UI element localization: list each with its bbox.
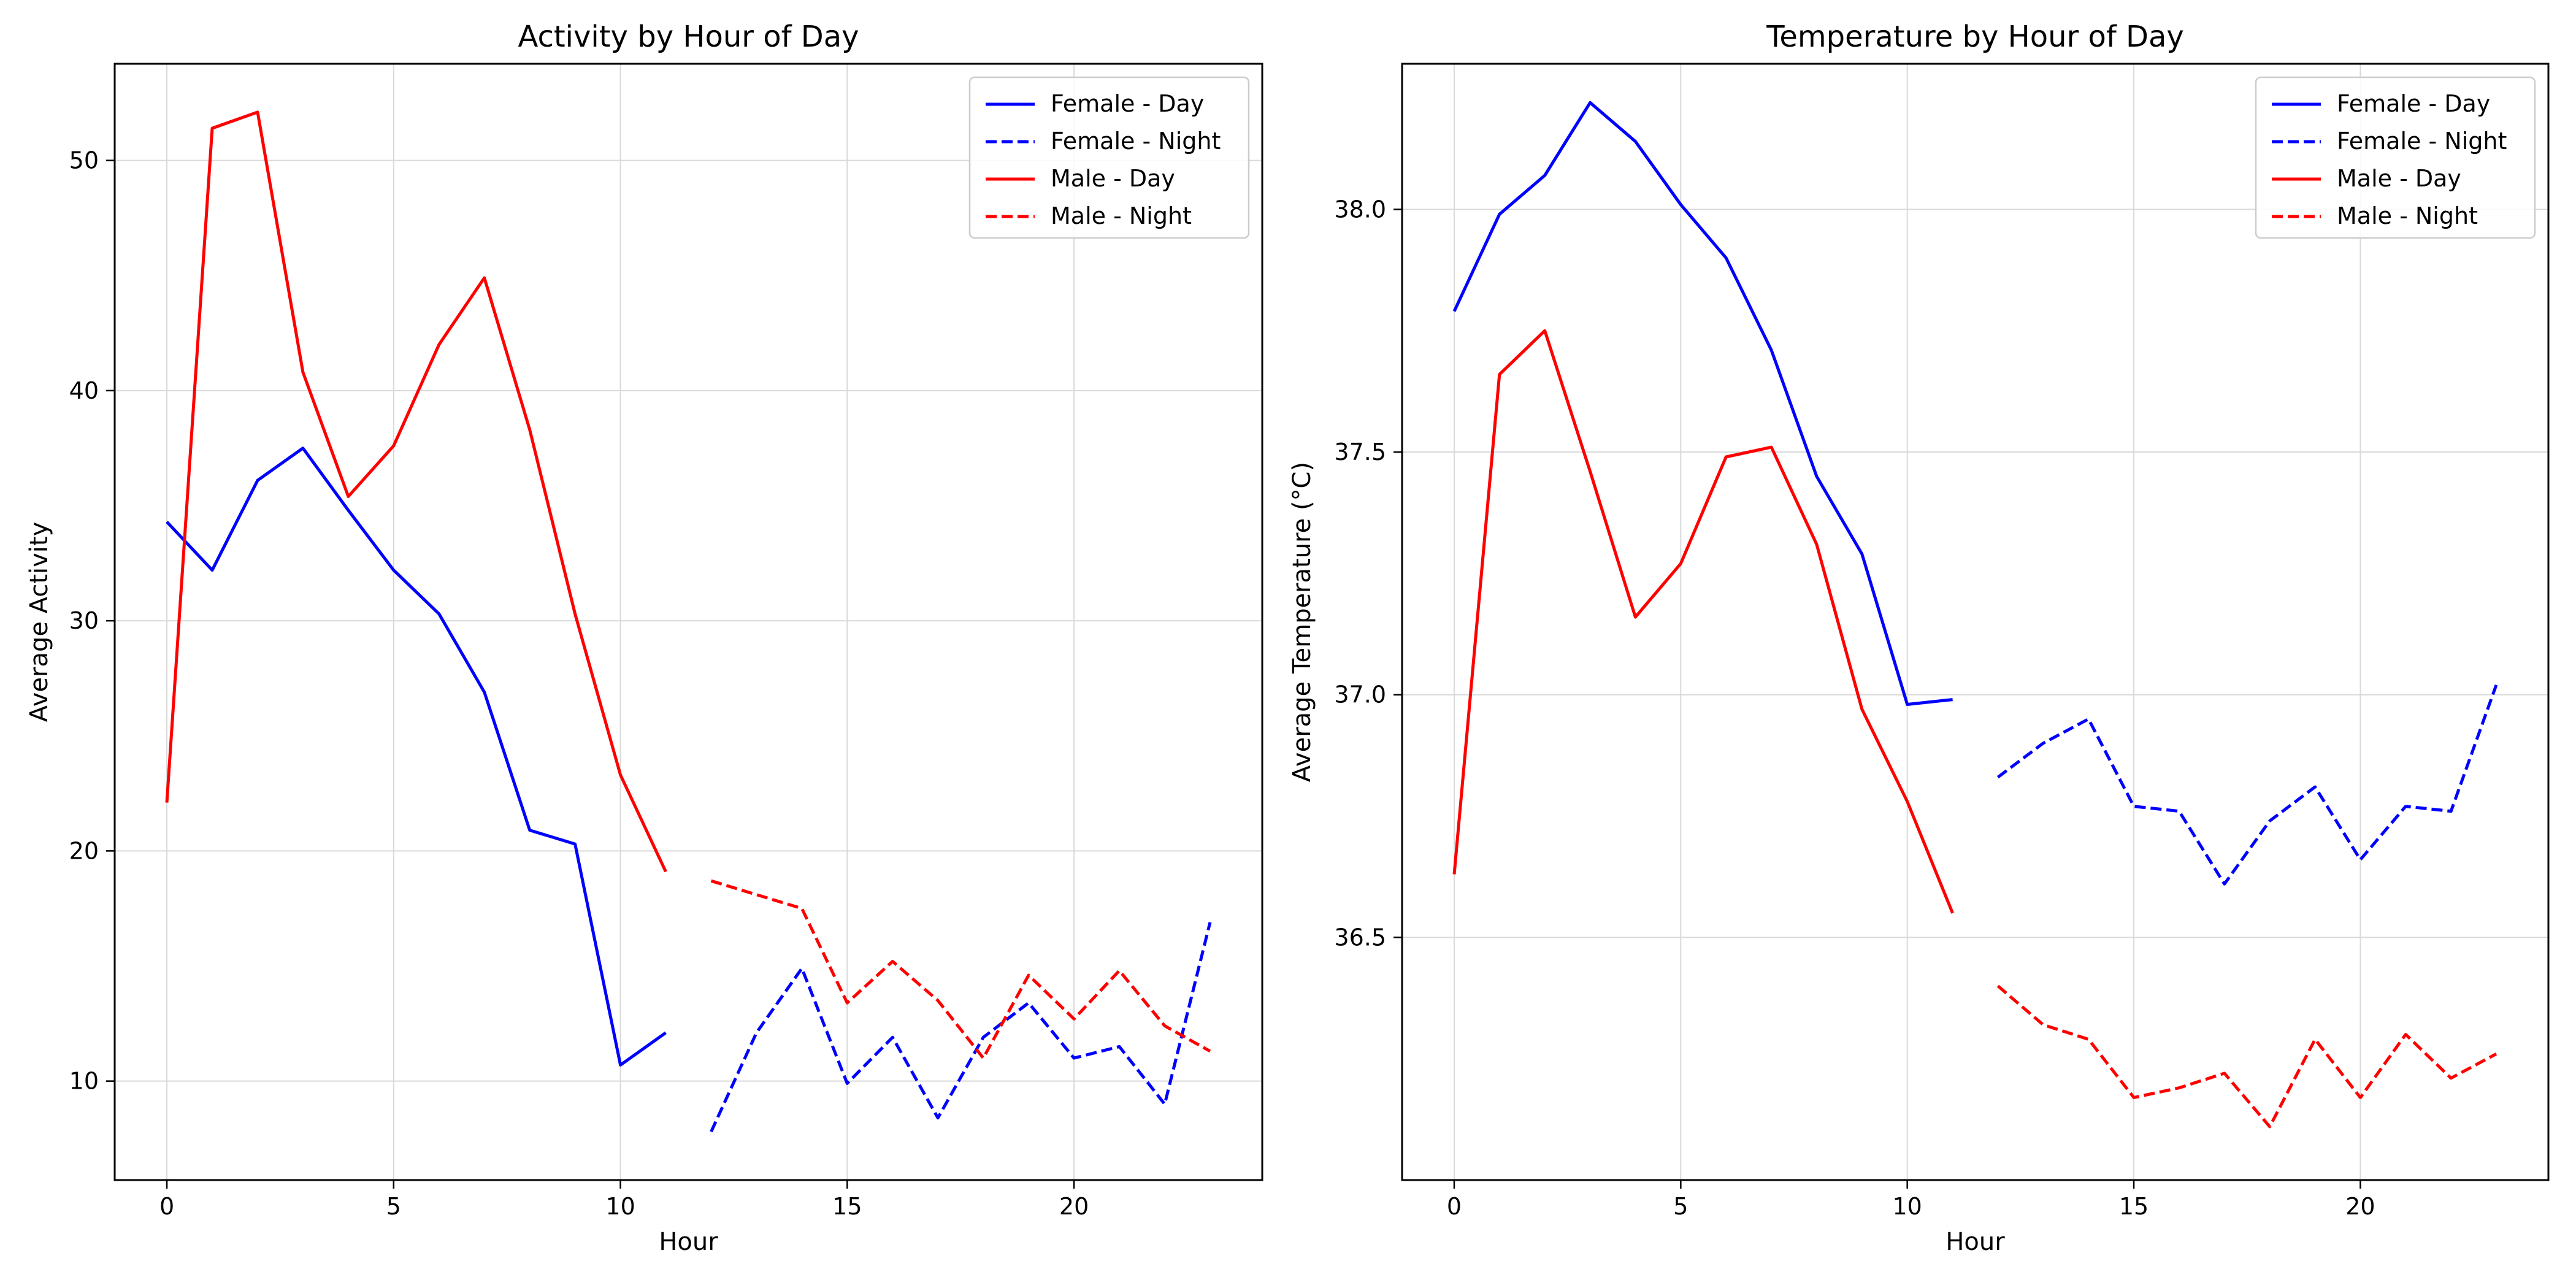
- x-tick-label: 0: [159, 1193, 174, 1220]
- legend-box: [2255, 76, 2536, 239]
- series-line-male-night: [710, 879, 1211, 1060]
- y-tick-label: 40: [69, 377, 99, 404]
- y-tick-label: 20: [69, 837, 99, 864]
- x-tick-label: 10: [1893, 1193, 1922, 1220]
- x-tick-label: 5: [386, 1193, 401, 1220]
- chart-title: Temperature by Hour of Day: [1766, 20, 2184, 54]
- y-tick-label: 37.0: [1334, 681, 1386, 708]
- y-tick-label: 38.0: [1334, 196, 1386, 223]
- axes-frame: [1401, 63, 2550, 1181]
- x-tick-label: 5: [1673, 1193, 1688, 1220]
- legend-label-male-day: Male - Day: [1051, 165, 1175, 192]
- legend-label-female-night: Female - Night: [1051, 128, 1221, 155]
- y-tick-label: 36.5: [1334, 924, 1386, 951]
- series-line-male-day: [1452, 329, 1954, 914]
- x-tick-label: 10: [605, 1193, 635, 1220]
- legend-label-female-night: Female - Night: [2337, 128, 2507, 155]
- legend-label-male-night: Male - Night: [1051, 202, 1192, 229]
- series-line-male-day: [165, 110, 667, 873]
- x-tick-label: 0: [1447, 1193, 1462, 1220]
- legend-label-male-night: Male - Night: [2337, 202, 2478, 229]
- x-axis-label: Hour: [659, 1228, 718, 1256]
- series-line-female-night: [710, 922, 1212, 1133]
- axes-frame: [113, 63, 1263, 1181]
- y-tick-label: 50: [69, 147, 99, 174]
- legend: Female - Day Female - Night Male - Day Male…: [968, 76, 1250, 239]
- legend-label-female-day: Female - Day: [2337, 90, 2490, 117]
- x-tick-label: 20: [1059, 1193, 1089, 1220]
- y-axis-label: Average Temperature (°C): [1288, 462, 1316, 782]
- legend: Female - Day Female - Night Male - Day Male…: [2255, 76, 2536, 239]
- legend-box: [968, 76, 1250, 239]
- y-tick-label: 30: [69, 607, 99, 634]
- series-line-female-day: [166, 447, 667, 1067]
- x-axis-label: Hour: [1945, 1228, 2005, 1256]
- chart-title: Activity by Hour of Day: [518, 20, 859, 54]
- x-tick-label: 15: [832, 1193, 862, 1220]
- legend-label-male-day: Male - Day: [2337, 165, 2461, 192]
- x-tick-label: 20: [2345, 1193, 2375, 1220]
- y-tick-label: 37.5: [1334, 439, 1386, 466]
- series-line-female-night: [1996, 684, 2498, 886]
- y-tick-label: 10: [69, 1068, 99, 1095]
- series-line-male-night: [1996, 984, 2497, 1129]
- series-line-female-day: [1452, 101, 1953, 706]
- temperature-chart-panel: 0 5 10 15 20 36.5 37.0 37.5 38.0 Temperature by H…: [1288, 20, 2550, 1256]
- activity-chart-panel: 0 5 10 15 20 10 20 30 40 50 Activity by Hour of Da…: [25, 20, 1263, 1256]
- legend-label-female-day: Female - Day: [1051, 90, 1204, 117]
- y-axis-label: Average Activity: [25, 522, 53, 723]
- x-tick-label: 15: [2119, 1193, 2149, 1220]
